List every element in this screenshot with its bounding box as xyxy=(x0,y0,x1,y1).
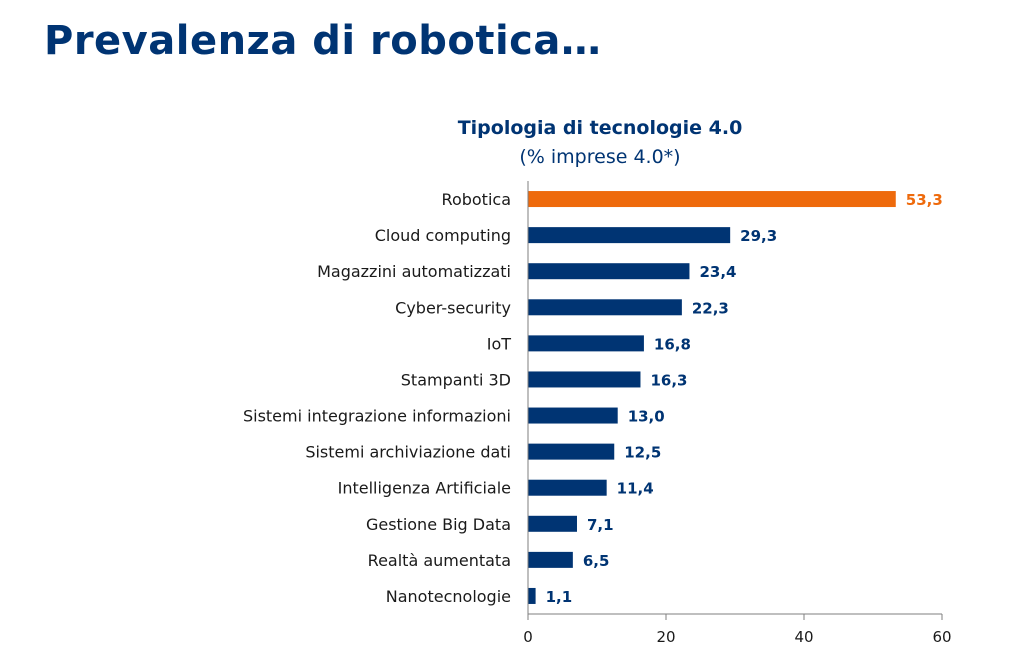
bar xyxy=(528,191,896,208)
value-label: 13,0 xyxy=(628,408,665,426)
value-label: 16,3 xyxy=(650,371,687,389)
category-label: Robotica xyxy=(442,190,511,209)
value-label: 16,8 xyxy=(654,335,691,353)
value-label: 11,4 xyxy=(617,480,654,498)
bar xyxy=(528,335,644,352)
bar xyxy=(528,371,641,388)
category-label: Stampanti 3D xyxy=(401,370,511,389)
bar xyxy=(528,551,573,568)
value-label: 29,3 xyxy=(740,227,777,245)
value-label: 7,1 xyxy=(587,516,614,534)
category-label: Magazzini automatizzati xyxy=(317,262,511,281)
page-title: Prevalenza di robotica… xyxy=(44,18,602,64)
bar xyxy=(528,479,607,496)
bar xyxy=(528,407,618,424)
bar xyxy=(528,515,577,532)
value-label: 1,1 xyxy=(546,588,573,606)
value-label: 23,4 xyxy=(699,263,736,281)
category-label: Sistemi integrazione informazioni xyxy=(243,407,511,426)
value-label: 53,3 xyxy=(906,191,943,209)
value-label: 22,3 xyxy=(692,299,729,317)
category-label: Nanotecnologie xyxy=(386,587,511,606)
chart-subtitle: (% imprese 4.0*) xyxy=(519,146,681,168)
category-label: Realtà aumentata xyxy=(368,551,511,570)
x-tick-label: 20 xyxy=(656,628,675,646)
x-tick-label: 0 xyxy=(523,628,533,646)
category-label: Gestione Big Data xyxy=(366,515,511,534)
category-label: Intelligenza Artificiale xyxy=(338,479,511,498)
category-label: IoT xyxy=(487,334,512,353)
category-label: Cloud computing xyxy=(375,226,511,245)
bar xyxy=(528,443,615,460)
value-label: 12,5 xyxy=(624,444,661,462)
category-label: Cyber-security xyxy=(395,298,511,317)
x-tick-label: 40 xyxy=(794,628,813,646)
value-label: 6,5 xyxy=(583,552,610,570)
bar xyxy=(528,263,690,280)
chart-title: Tipologia di tecnologie 4.0 xyxy=(457,117,743,139)
x-tick-label: 60 xyxy=(932,628,951,646)
bar xyxy=(528,299,682,316)
bar xyxy=(528,587,536,604)
bar xyxy=(528,227,731,244)
category-label: Sistemi archiviazione dati xyxy=(305,443,511,462)
